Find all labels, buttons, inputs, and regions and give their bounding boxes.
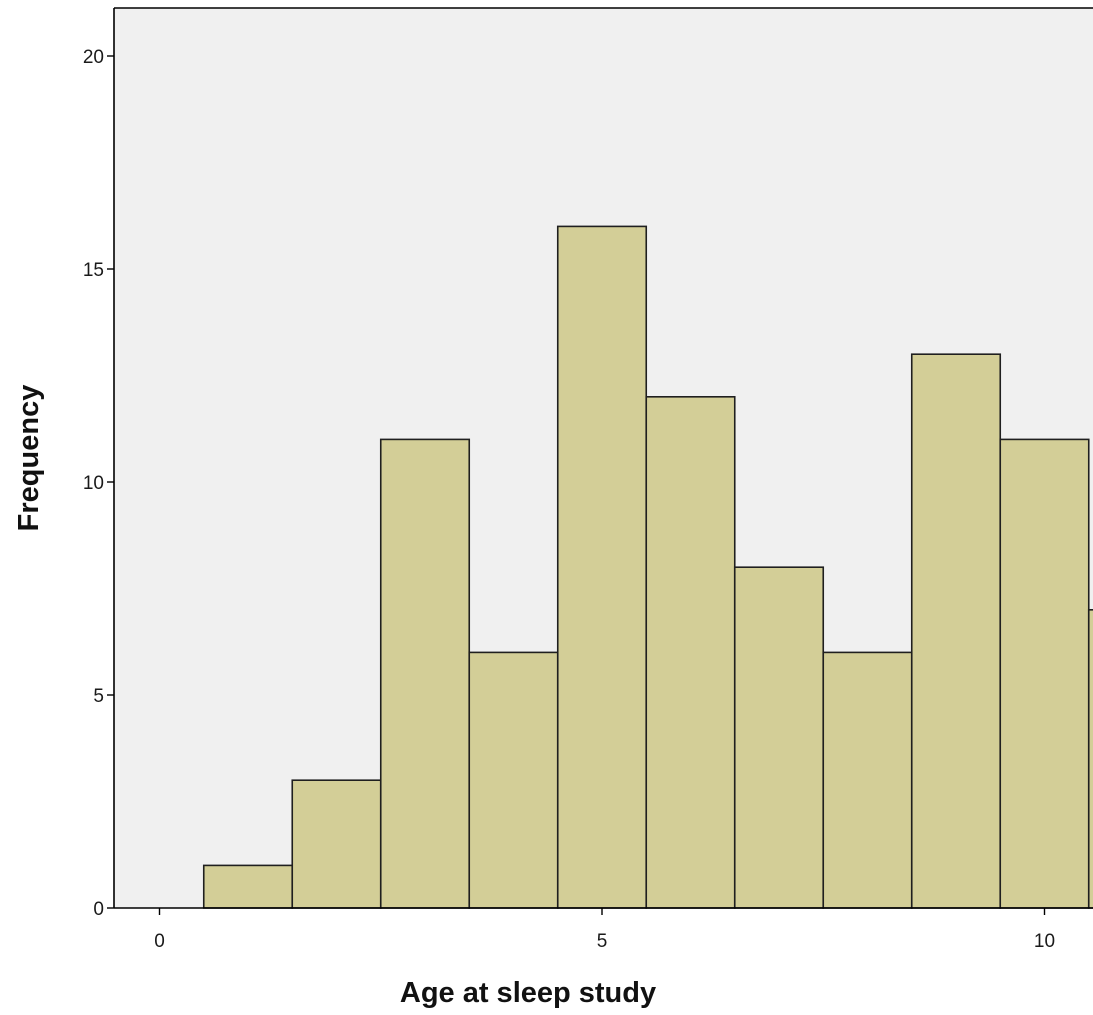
x-axis-title: Age at sleep study: [400, 977, 656, 1009]
y-tick-label-15: 15: [83, 260, 104, 281]
y-tick-label-0: 0: [93, 899, 104, 920]
histogram-bar-10: [999, 438, 1090, 909]
histogram-bar-11: [1087, 608, 1093, 909]
x-tick-label-0: 0: [154, 931, 165, 952]
y-tick-label-5: 5: [93, 686, 104, 707]
y-tick-label-20: 20: [83, 47, 104, 68]
histogram-bar-6: [645, 395, 736, 909]
x-tick-label-5: 5: [597, 931, 608, 952]
histogram-bar-1: [202, 864, 294, 909]
bars-group: [202, 225, 1093, 909]
histogram-bar-4: [468, 651, 559, 909]
histogram-bar-2: [291, 779, 382, 909]
y-axis-title: Frequency: [13, 385, 45, 532]
x-tick-label-10: 10: [1034, 931, 1055, 952]
histogram-bar-3: [379, 438, 471, 909]
histogram-bar-9: [910, 353, 1002, 909]
histogram-bar-7: [733, 566, 825, 909]
y-tick-label-10: 10: [83, 473, 104, 494]
histogram-bar-5: [556, 225, 648, 909]
histogram-bar-8: [822, 651, 913, 909]
axes-group: 0510152005101520: [83, 7, 1093, 952]
